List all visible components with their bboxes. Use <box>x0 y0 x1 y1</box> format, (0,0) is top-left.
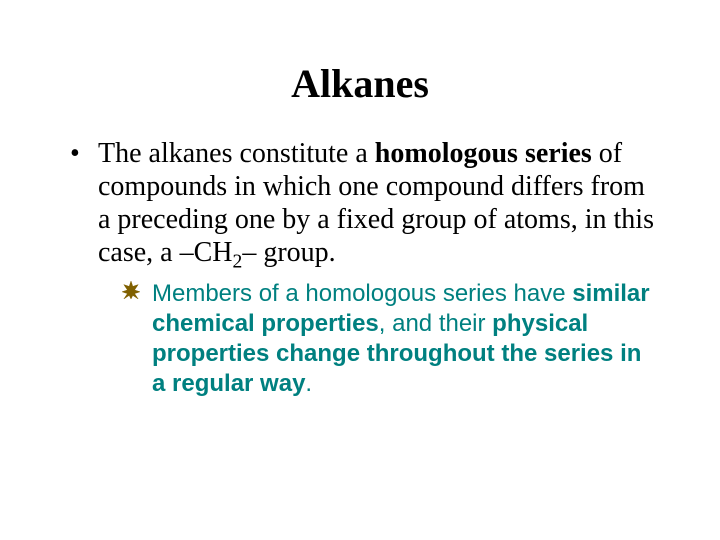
body-point-1-text: The alkanes constitute a homologous seri… <box>98 138 654 268</box>
slide: Alkanes The alkanes constitute a homolog… <box>0 0 720 540</box>
txt: The alkanes constitute a <box>98 138 375 169</box>
sub-list: Members of a homologous series have simi… <box>122 279 660 399</box>
txt: . <box>305 370 312 397</box>
txt: – group. <box>242 237 335 268</box>
txt: , and their <box>379 310 492 337</box>
subscript-2: 2 <box>233 252 243 273</box>
body-point-1: The alkanes constitute a homologous seri… <box>70 137 660 399</box>
term-homologous-series: homologous series <box>375 138 592 169</box>
sub-point-1: Members of a homologous series have simi… <box>122 279 660 399</box>
txt: Members of a homologous series have <box>152 280 572 307</box>
slide-title: Alkanes <box>50 60 670 107</box>
star-bullet-icon <box>122 281 140 299</box>
body-list: The alkanes constitute a homologous seri… <box>70 137 660 399</box>
sub-point-1-text: Members of a homologous series have simi… <box>152 280 650 397</box>
